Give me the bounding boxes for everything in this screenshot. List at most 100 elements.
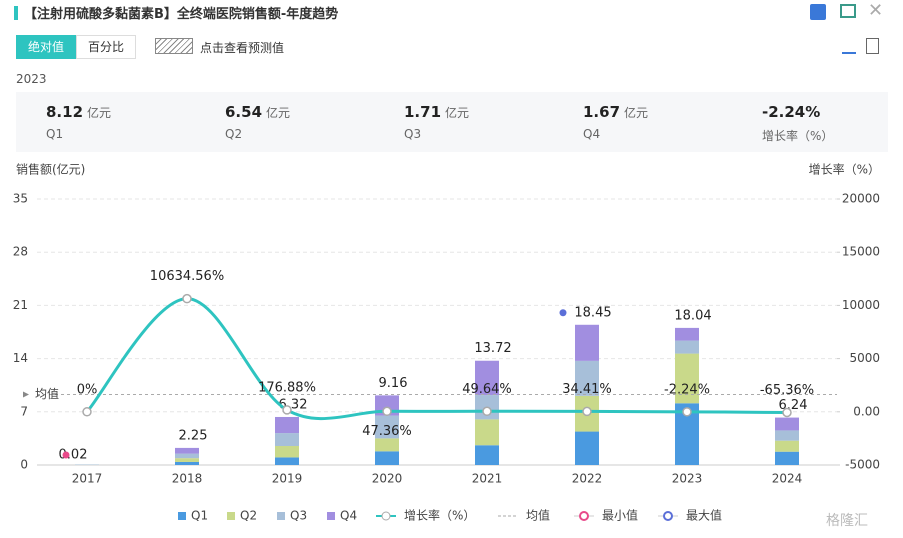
growth-point: [382, 406, 392, 417]
bar-segment: [175, 453, 199, 459]
x-tick-label: 2018: [172, 472, 203, 486]
doc-icon[interactable]: [866, 38, 879, 54]
summary-label-row: Q1: [46, 127, 111, 141]
summary-card: 1.71 亿元 Q3: [404, 103, 469, 141]
y2-tick-label: 5000: [849, 351, 880, 365]
total-label: 9.16: [379, 376, 408, 391]
bar-segment: [375, 415, 399, 439]
toggle-absolute[interactable]: 绝对值: [16, 35, 76, 59]
y2-tick-label: -5000: [845, 458, 880, 472]
summary-row: 1.67 亿元: [583, 103, 648, 121]
image-icon[interactable]: [840, 4, 856, 18]
bar-segment: [175, 447, 199, 454]
y2-tick-label: 0.00: [853, 404, 880, 418]
bar-segment: [175, 458, 199, 462]
summary-label-row: 增长率（%）: [762, 127, 833, 144]
legend-label: Q1: [191, 509, 208, 523]
growth-label: -65.36%: [760, 383, 814, 398]
bar-segment: [775, 417, 799, 431]
x-tick-label: 2020: [372, 472, 403, 486]
bar-icon[interactable]: [842, 38, 856, 54]
growth-point: [182, 293, 192, 304]
legend-label: 均值: [526, 508, 550, 523]
summary-row: 1.71 亿元: [404, 103, 469, 121]
summary-value: 1.71: [404, 103, 442, 121]
total-label: 18.45: [574, 305, 611, 320]
summary-label: Q4: [583, 127, 601, 141]
bar-segment: [575, 324, 599, 361]
growth-label: -2.24%: [664, 382, 710, 397]
legend-label: Q4: [340, 509, 357, 523]
bar-segment: [675, 353, 699, 404]
summary-card: 1.67 亿元 Q4: [583, 103, 648, 141]
growth-label: 47.36%: [362, 424, 412, 439]
summary-label: Q2: [225, 127, 243, 141]
summary-row: -2.24%: [762, 103, 833, 121]
x-tick-label: 2024: [772, 472, 803, 486]
summary-label: 增长率（%）: [762, 129, 834, 143]
x-tick-label: 2022: [572, 472, 603, 486]
bar-segment: [575, 431, 599, 465]
summary-value: 1.67: [583, 103, 621, 121]
bar-segment: [275, 433, 299, 446]
growth-point: [782, 407, 792, 418]
x-tick-label: 2021: [472, 472, 503, 486]
bar-segment: [475, 419, 499, 446]
total-label: 18.04: [674, 308, 711, 323]
close-icon[interactable]: ✕: [868, 0, 884, 21]
watermark: 格隆汇: [826, 513, 868, 529]
y-tick-label: 21: [13, 298, 28, 312]
y-tick-label: 14: [13, 351, 28, 365]
y-axis-title: 销售额(亿元): [16, 162, 85, 177]
summary-value: 8.12: [46, 103, 84, 121]
growth-point: [582, 406, 592, 417]
summary-card: 6.54 亿元 Q2: [225, 103, 290, 141]
legend-swatch: [178, 512, 186, 520]
total-label: 2.25: [179, 428, 208, 443]
forecast-link[interactable]: 点击查看预测值: [200, 41, 285, 55]
legend-label: 最小值: [602, 508, 638, 523]
growth-label: 34.41%: [562, 382, 612, 397]
bar-segment: [775, 430, 799, 441]
y2-tick-label: 10000: [842, 298, 880, 312]
summary-row: 6.54 亿元: [225, 103, 290, 121]
bar-segment: [475, 360, 499, 396]
y-tick-label: 0: [20, 458, 28, 472]
legend-label: 增长率（%）: [404, 508, 475, 523]
year: 2023: [16, 72, 47, 86]
title-bar: [14, 6, 18, 20]
total-label: 0.02: [59, 448, 88, 463]
growth-label: 0%: [77, 382, 98, 397]
y-tick-label: 35: [13, 192, 28, 206]
growth-point: [482, 406, 492, 417]
forecast-swatch[interactable]: [155, 38, 193, 54]
x-tick-label: 2019: [272, 472, 303, 486]
total-label: 13.72: [474, 341, 511, 356]
toggle-percent[interactable]: 百分比: [76, 35, 136, 59]
bar-segment: [375, 438, 399, 452]
summary-unit: 亿元: [87, 106, 112, 120]
summary-row: 8.12 亿元: [46, 103, 111, 121]
growth-label: 10634.56%: [150, 269, 224, 284]
legend-label: Q3: [290, 509, 307, 523]
bar-segment: [775, 440, 799, 452]
y-tick-label: 7: [20, 404, 28, 418]
summary-value: -2.24%: [762, 103, 821, 121]
growth-point: [282, 405, 292, 415]
mean-arrow: [23, 391, 29, 398]
summary-label-row: Q3: [404, 127, 469, 141]
legend-dot: [381, 511, 391, 521]
excel-icon[interactable]: [810, 4, 826, 20]
x-tick-label: 2017: [72, 472, 103, 486]
bar-segment: [575, 360, 599, 396]
legend-label: 最大值: [686, 508, 722, 523]
bar-segment: [175, 461, 199, 465]
summary-unit: 亿元: [445, 106, 470, 120]
legend-swatch: [277, 512, 285, 520]
bar-segment: [675, 340, 699, 354]
growth-label: 176.88%: [258, 380, 316, 395]
max-marker: [559, 309, 567, 317]
bar-segment: [675, 327, 699, 341]
